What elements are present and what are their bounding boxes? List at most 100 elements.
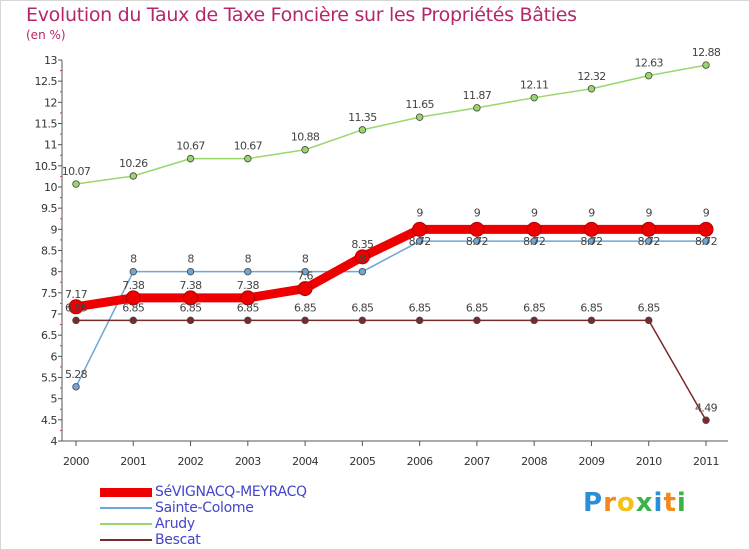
data-point [358,316,367,325]
data-point [129,267,137,276]
data-point [244,154,252,163]
data-label: 9 [416,206,423,219]
data-label: 9 [531,206,538,219]
y-tick-label: 11 [44,139,57,152]
data-point [530,237,538,245]
data-label: 11.65 [405,98,434,111]
data-point [297,281,313,297]
data-point [129,172,137,180]
data-label: 8 [187,253,194,266]
x-tick-label: 2006 [407,455,433,468]
data-point [354,249,370,265]
data-point [240,290,256,306]
data-point [244,316,252,325]
data-point [301,267,309,276]
data-point [72,180,80,188]
x-tick-label: 2008 [521,455,547,468]
data-point [587,85,596,93]
data-point [526,221,542,237]
data-label: 8.72 [523,235,545,248]
x-tick-label: 2007 [464,455,490,468]
data-point [186,316,195,325]
data-point [583,221,599,237]
y-tick-label: 12.5 [35,75,58,88]
data-point [702,237,710,245]
series-line-bescat [75,319,707,422]
data-point [702,416,710,424]
data-point [587,316,596,325]
data-point [183,290,199,306]
legend-label: Arudy [155,516,195,532]
data-label: 6.85 [294,301,317,314]
data-point [469,221,485,237]
data-label: 6.85 [409,301,432,314]
data-label: 10.67 [234,140,263,153]
data-label: 6.85 [523,301,546,314]
y-tick-label: 10.5 [35,160,58,173]
data-point [645,71,653,80]
data-point [641,221,657,237]
data-label: 6.85 [237,301,260,314]
data-point [186,267,195,276]
data-point [72,383,80,391]
chart-title: Evolution du Taux de Taxe Foncière sur l… [26,4,577,26]
data-point [415,113,424,121]
data-label: 8.72 [409,235,431,248]
logo-letter: i [676,488,687,518]
y-tick-label: 4 [51,435,58,448]
logo-letter: r [603,488,617,518]
series-line-arudy [75,64,707,185]
data-label: 8 [245,253,252,266]
data-label: 8.72 [695,235,717,248]
data-point [68,299,84,315]
data-label: 9 [588,206,595,219]
data-label: 7.38 [179,279,202,292]
data-label: 10.67 [176,140,205,153]
y-tick-label: 5 [51,393,58,406]
data-point [473,316,481,325]
data-point [698,221,714,237]
data-label: 6.85 [466,301,489,314]
legend-swatch [100,487,152,497]
data-label: 8.35 [351,238,374,251]
x-tick-label: 2005 [349,455,375,468]
data-point [473,237,481,245]
data-label: 8 [359,253,366,266]
data-label: 9 [646,206,653,219]
data-point [412,221,428,237]
x-tick-label: 2011 [693,455,719,468]
data-point [72,316,80,325]
data-label: 6.85 [65,301,88,314]
data-label: 6.85 [638,301,661,314]
data-point [530,316,538,325]
data-point [186,154,195,163]
legend-swatch [100,507,152,509]
legend-label: Bescat [155,532,201,548]
data-label: 8.72 [580,235,602,248]
data-label: 10.07 [62,165,91,178]
data-label: 7.38 [122,279,145,292]
data-point [301,316,309,325]
data-point [473,104,481,112]
data-label: 7.38 [237,279,260,292]
data-label: 5.28 [65,368,88,381]
data-point [645,316,653,325]
data-point [244,267,252,276]
x-tick-label: 2004 [292,455,318,468]
series-line-s-vignacq-meyracq [71,224,711,312]
y-axis-unit-label: (en %) [26,28,66,42]
logo-letter: t [663,488,677,518]
data-point [645,237,653,245]
legend-label: SéVIGNACQ-MEYRACQ [155,484,307,500]
x-tick-label: 2002 [178,455,204,468]
data-point [530,93,538,102]
series-line-sainte-colome [75,240,707,388]
y-tick-label: 10 [44,181,57,194]
data-label: 6.85 [351,301,374,314]
legend-swatch [100,523,152,525]
data-label: 8 [302,253,309,266]
y-tick-label: 7.5 [41,287,57,300]
data-label: 7.17 [65,288,88,301]
data-point [415,237,424,245]
